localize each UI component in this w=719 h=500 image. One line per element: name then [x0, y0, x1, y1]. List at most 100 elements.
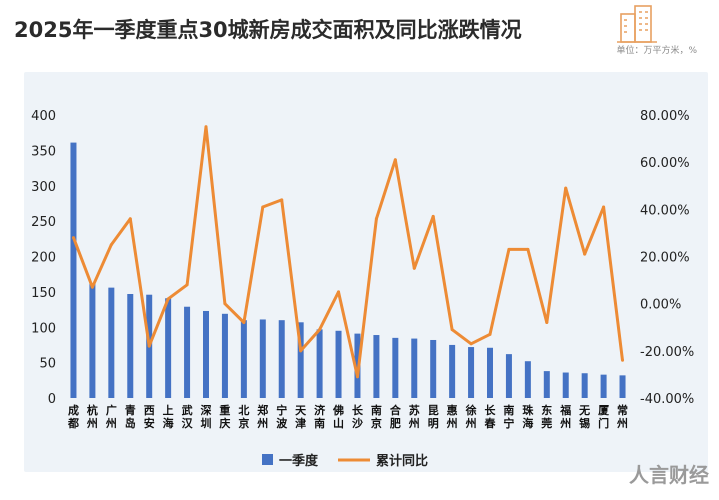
line-point — [564, 186, 568, 190]
line-point — [602, 205, 606, 209]
line-point — [261, 205, 265, 209]
line-point — [355, 375, 359, 379]
y-axis-left: 0 50 100 150 200 250 300 350 400 — [31, 109, 56, 407]
x-tick-label: 成都 — [67, 403, 79, 430]
y-axis-right: -40.00% -20.00% 0.00% 20.00% 40.00% 60.00% 80.… — [640, 109, 694, 407]
y-right-tick-label: 0.00% — [640, 298, 681, 313]
bar — [297, 322, 304, 398]
line-point — [204, 125, 208, 129]
y-right-tick-label: 40.00% — [640, 203, 690, 218]
y-left-tick-label: 400 — [31, 109, 56, 124]
line-point — [109, 243, 113, 247]
bar — [335, 330, 342, 398]
line-point — [299, 349, 303, 353]
line-point — [337, 290, 341, 294]
y-left-tick-label: 50 — [39, 357, 56, 372]
legend-swatch-bar — [262, 454, 273, 465]
bar — [127, 293, 134, 398]
x-tick-label: 南宁 — [503, 403, 514, 430]
x-tick-label: 珠海 — [522, 403, 534, 430]
bar — [259, 319, 266, 398]
line-point — [280, 198, 284, 202]
x-tick-label: 西安 — [144, 404, 155, 430]
y-right-tick-label: -20.00% — [640, 345, 694, 360]
bar — [108, 287, 115, 398]
line-point — [412, 266, 416, 270]
x-tick-label: 昆明 — [428, 404, 439, 430]
y-left-tick-label: 350 — [31, 144, 56, 159]
y-right-tick-label: 20.00% — [640, 251, 690, 266]
bar — [468, 347, 475, 398]
bar — [221, 313, 228, 398]
x-tick-label: 福州 — [559, 403, 571, 430]
x-tick-label: 南京 — [371, 403, 382, 430]
x-tick-label: 佛山 — [332, 403, 344, 430]
bar — [487, 347, 493, 398]
line-point — [507, 247, 511, 251]
x-tick-label: 长春 — [485, 403, 497, 430]
x-tick-label: 合肥 — [390, 403, 402, 430]
bar — [392, 337, 399, 398]
line-point — [621, 358, 625, 362]
y-left-tick-label: 200 — [31, 251, 56, 266]
bar — [449, 344, 456, 398]
x-tick-label: 宁波 — [276, 403, 288, 430]
y-left-tick-label: 0 — [48, 392, 56, 407]
line-point — [223, 302, 227, 306]
y-left-tick-label: 150 — [31, 286, 56, 301]
x-tick-label: 惠州 — [446, 403, 458, 430]
x-tick-label: 无锡 — [578, 404, 590, 430]
y-left-tick-label: 100 — [31, 321, 56, 336]
bar — [543, 371, 550, 398]
line-point — [128, 217, 132, 221]
y-right-tick-label: 60.00% — [640, 156, 690, 171]
x-tick-label: 广州 — [105, 403, 117, 430]
line-point — [450, 328, 454, 332]
x-tick-label: 东莞 — [540, 403, 552, 430]
y-right-tick-label: -40.00% — [640, 392, 694, 407]
x-tick-label: 上海 — [163, 403, 174, 430]
line-point — [526, 247, 530, 251]
line-path — [72, 125, 624, 379]
bar — [89, 283, 96, 398]
y-left-tick-label: 250 — [31, 215, 56, 230]
line-point — [393, 158, 397, 162]
bar — [600, 374, 607, 398]
y-left-tick-label: 300 — [31, 180, 56, 195]
x-tick-label: 郑州 — [256, 403, 268, 430]
bar — [203, 310, 209, 398]
line-point — [71, 236, 75, 240]
line-point — [166, 297, 170, 301]
x-tick-label: 重庆 — [218, 403, 230, 430]
watermark-text: 人言财经 — [629, 463, 709, 487]
line-point — [185, 283, 189, 287]
x-tick-label: 长沙 — [352, 403, 364, 430]
line-point — [431, 214, 435, 218]
chart-title: 2025年一季度重点30城新房成交面积及同比涨跌情况 — [14, 18, 522, 42]
unit-label: 单位：万平方米，% — [616, 46, 697, 56]
x-tick-label: 济南 — [314, 403, 326, 430]
bar — [581, 373, 588, 398]
legend: 一季度 累计同比 — [262, 453, 428, 469]
bar — [505, 354, 512, 398]
bar — [316, 329, 323, 398]
bar — [184, 306, 191, 398]
bar — [373, 335, 380, 398]
x-tick-label: 深圳 — [201, 403, 212, 430]
line-point — [469, 342, 473, 346]
line-point — [147, 344, 151, 348]
line-point — [374, 217, 378, 221]
bar — [619, 375, 626, 398]
bar — [411, 338, 418, 398]
line-point — [318, 328, 322, 332]
bar — [430, 339, 437, 398]
x-tick-label: 常州 — [616, 403, 628, 430]
x-tick-label: 青岛 — [125, 403, 136, 430]
legend-label-bar: 一季度 — [279, 453, 319, 469]
x-axis-categories: 成都杭州广州青岛西安上海武汉深圳重庆北京郑州宁波天津济南佛山长沙南京合肥苏州昆明… — [67, 403, 628, 430]
line-point — [90, 285, 94, 289]
x-tick-label: 徐州 — [465, 403, 477, 430]
line-point — [545, 321, 549, 325]
x-tick-label: 杭州 — [86, 403, 98, 430]
